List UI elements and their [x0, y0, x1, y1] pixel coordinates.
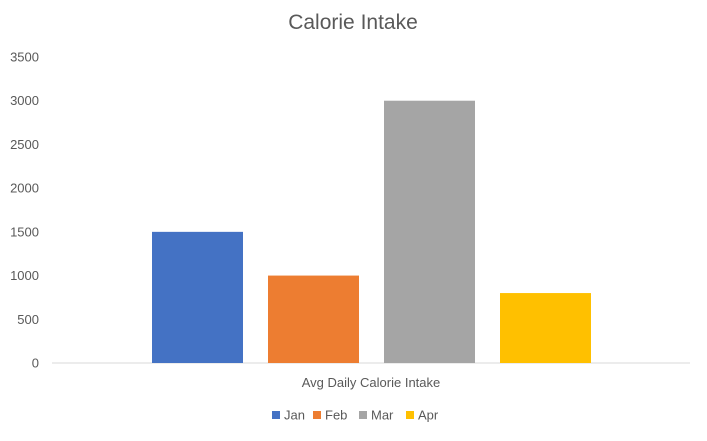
- y-tick-label: 3000: [10, 93, 39, 108]
- y-tick-label: 2000: [10, 181, 39, 196]
- bar-apr: [500, 293, 591, 363]
- bar-feb: [268, 275, 359, 363]
- legend-label-mar: Mar: [371, 408, 394, 423]
- legend-label-apr: Apr: [418, 408, 439, 423]
- y-tick-label: 500: [17, 312, 39, 327]
- legend-label-jan: Jan: [284, 408, 305, 423]
- y-tick-label: 1500: [10, 224, 39, 239]
- y-tick-label: 0: [32, 356, 39, 371]
- y-tick-label: 2500: [10, 137, 39, 152]
- bars-group: [152, 100, 591, 363]
- category-label: Avg Daily Calorie Intake: [302, 375, 441, 390]
- y-tick-label: 3500: [10, 50, 39, 65]
- bar-mar: [384, 100, 475, 363]
- bar-jan: [152, 231, 243, 363]
- y-tick-label: 1000: [10, 268, 39, 283]
- legend-swatch-feb: [313, 411, 321, 419]
- legend-swatch-mar: [359, 411, 367, 419]
- chart-title: Calorie Intake: [288, 11, 418, 34]
- y-axis-tick-labels: 0 500 1000 1500 2000 2500 3000 3500: [10, 50, 39, 371]
- legend-swatch-jan: [272, 411, 280, 419]
- legend-swatch-apr: [406, 411, 414, 419]
- legend: Jan Feb Mar Apr: [272, 408, 439, 423]
- legend-label-feb: Feb: [325, 408, 347, 423]
